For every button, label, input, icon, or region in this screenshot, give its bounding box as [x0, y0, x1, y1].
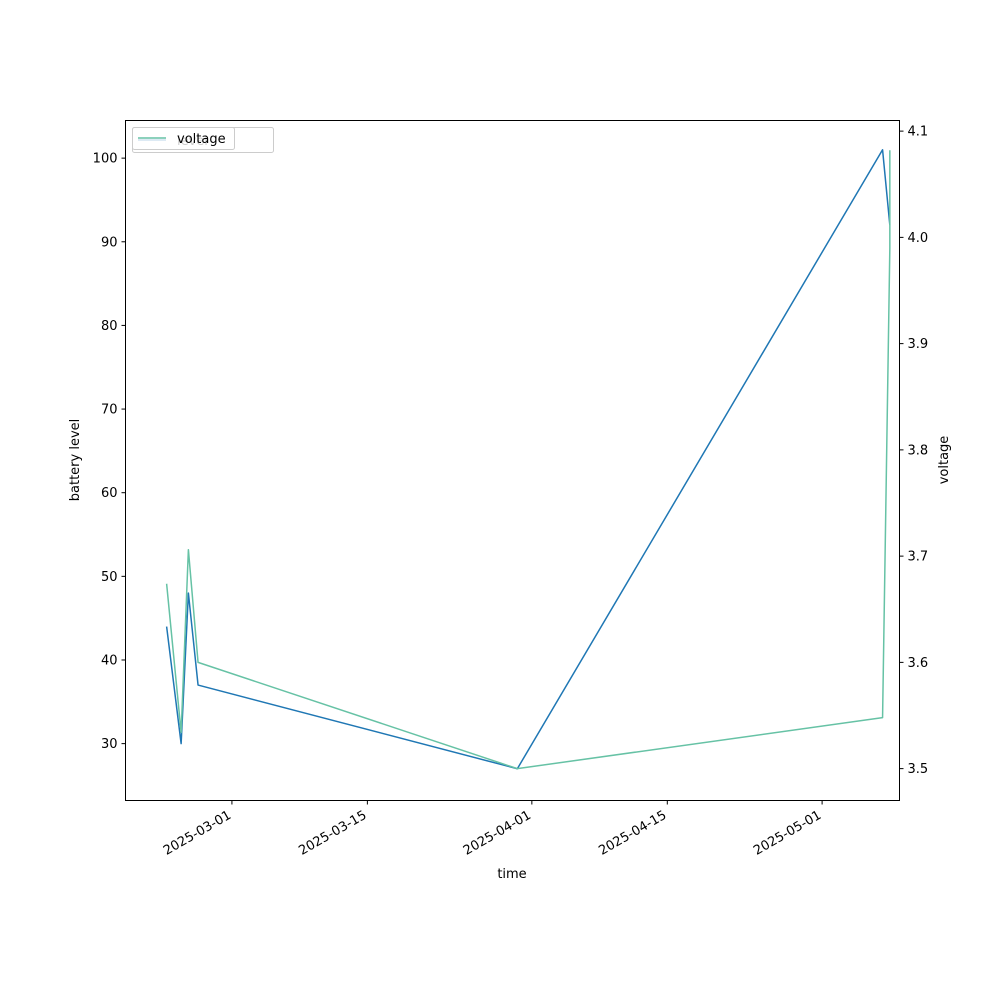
y-right-tick-label: 3.8	[908, 443, 929, 458]
y-left-tick-label: 80	[101, 319, 118, 334]
y-right-tick-label: 3.6	[908, 656, 929, 671]
y-left-tick-label: 50	[101, 570, 118, 585]
series-line-voltage	[165, 150, 891, 770]
y-axis-right-label: voltage	[937, 436, 952, 485]
y-left-tick-label: 100	[93, 152, 118, 167]
y-left-tick-label: 30	[101, 737, 118, 752]
y-right-tick-label: 3.5	[908, 762, 929, 777]
y-axis-left-label: battery level	[68, 419, 83, 502]
y-right-tick-label: 4.1	[908, 125, 929, 140]
plot-frame	[125, 120, 900, 801]
y-right-tick-label: 4.0	[908, 231, 929, 246]
y-left-tick-label: 40	[101, 653, 118, 668]
y-left-tick-label: 90	[101, 235, 118, 250]
legend-voltage-box	[132, 127, 235, 150]
legend-voltage-label: voltage	[177, 132, 226, 147]
y-right-tick-label: 3.7	[908, 550, 929, 565]
x-axis-label: time	[497, 867, 526, 882]
y-axis-right: 3.5 3.6 3.7 3.8 3.9 4.0 4.1	[899, 125, 929, 777]
y-left-tick-label: 70	[101, 403, 118, 418]
plot-lines	[165, 149, 891, 770]
y-left-tick-label: 60	[101, 486, 118, 501]
y-axis-left: 30 40 50 60 70 80 90 100	[93, 152, 126, 752]
legend-voltage: voltage	[132, 127, 235, 150]
y-right-tick-label: 3.9	[908, 337, 929, 352]
